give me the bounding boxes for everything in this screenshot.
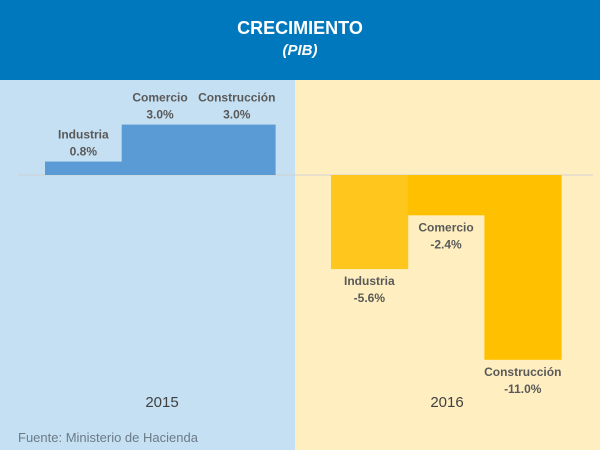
bar-2015-comercio — [121, 124, 199, 175]
data-label-value: 3.0% — [223, 108, 251, 122]
x-tick-label-2015: 2015 — [145, 394, 178, 411]
data-label-category: Industria — [344, 274, 395, 288]
data-label-category: Comercio — [418, 220, 473, 234]
x-tick-label-2016: 2016 — [430, 394, 463, 411]
bar-2016-construcción — [484, 175, 562, 360]
bar-2016-industria — [331, 175, 409, 270]
data-label-category: Construcción — [484, 365, 561, 379]
data-label-value: 0.8% — [70, 145, 98, 159]
chart-header: CRECIMIENTO (PIB) — [0, 0, 600, 80]
plot-area: Industria 0.8% Comercio 3.0% Construcción 3.0… — [0, 80, 600, 450]
data-label-category: Comercio — [132, 91, 187, 105]
chart-subtitle: (PIB) — [282, 42, 318, 59]
bar-2016-comercio — [407, 175, 485, 216]
data-label-value: 3.0% — [146, 108, 174, 122]
data-label-category: Construcción — [198, 91, 275, 105]
data-label-value: -2.4% — [430, 237, 462, 251]
data-label-value: -5.6% — [354, 291, 386, 305]
data-label-value: -11.0% — [504, 382, 542, 396]
source-note: Fuente: Ministerio de Hacienda — [18, 430, 198, 445]
bar-2015-industria — [45, 161, 123, 175]
bar-2015-construcción — [198, 124, 276, 175]
chart-title: CRECIMIENTO — [237, 18, 363, 38]
data-label-category: Industria — [58, 128, 109, 142]
